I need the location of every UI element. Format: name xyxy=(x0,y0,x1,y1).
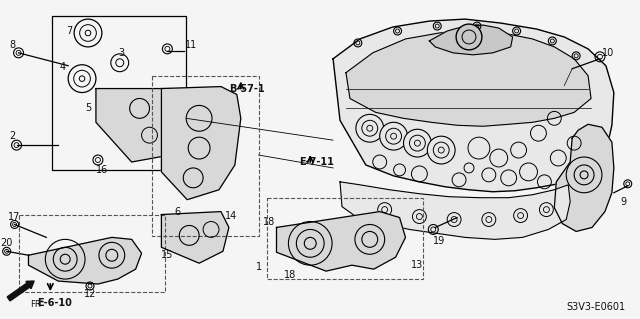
Circle shape xyxy=(380,122,408,150)
Text: 11: 11 xyxy=(185,40,197,50)
Text: 16: 16 xyxy=(96,165,108,175)
Polygon shape xyxy=(340,182,570,239)
Bar xyxy=(52,16,186,170)
Bar xyxy=(19,215,165,292)
Text: S3V3-E0601: S3V3-E0601 xyxy=(566,302,625,312)
Circle shape xyxy=(403,129,431,157)
Polygon shape xyxy=(554,124,614,231)
Text: 10: 10 xyxy=(602,48,614,58)
Text: 7: 7 xyxy=(66,26,72,36)
Text: 4: 4 xyxy=(59,62,65,72)
Polygon shape xyxy=(333,19,614,192)
Text: 17: 17 xyxy=(8,211,20,222)
Text: 19: 19 xyxy=(433,236,445,246)
Text: 3: 3 xyxy=(118,48,125,58)
Text: 5: 5 xyxy=(85,103,91,113)
Text: 12: 12 xyxy=(84,289,96,299)
Polygon shape xyxy=(161,211,229,263)
Polygon shape xyxy=(161,86,241,200)
Text: 1: 1 xyxy=(255,262,262,272)
Text: B-57-1: B-57-1 xyxy=(229,84,264,93)
Polygon shape xyxy=(276,211,406,271)
Text: 2: 2 xyxy=(10,131,16,141)
FancyArrow shape xyxy=(7,281,34,301)
Circle shape xyxy=(456,24,482,50)
Bar xyxy=(152,76,259,236)
Text: FR': FR' xyxy=(31,300,44,309)
Circle shape xyxy=(428,136,455,164)
Polygon shape xyxy=(346,29,591,126)
Text: 18: 18 xyxy=(284,270,296,280)
Text: 6: 6 xyxy=(174,207,180,217)
Text: 15: 15 xyxy=(161,250,173,260)
Polygon shape xyxy=(28,237,141,284)
Text: 20: 20 xyxy=(1,238,13,248)
Circle shape xyxy=(356,114,383,142)
Polygon shape xyxy=(96,89,186,162)
Polygon shape xyxy=(429,25,513,55)
Text: E-6-10: E-6-10 xyxy=(37,298,72,308)
Text: 18: 18 xyxy=(262,217,275,226)
Text: 14: 14 xyxy=(225,211,237,220)
Text: 8: 8 xyxy=(10,40,15,50)
Bar xyxy=(267,198,423,279)
Text: 13: 13 xyxy=(412,260,424,270)
Text: 9: 9 xyxy=(621,197,627,207)
Text: E-7-11: E-7-11 xyxy=(299,157,333,167)
